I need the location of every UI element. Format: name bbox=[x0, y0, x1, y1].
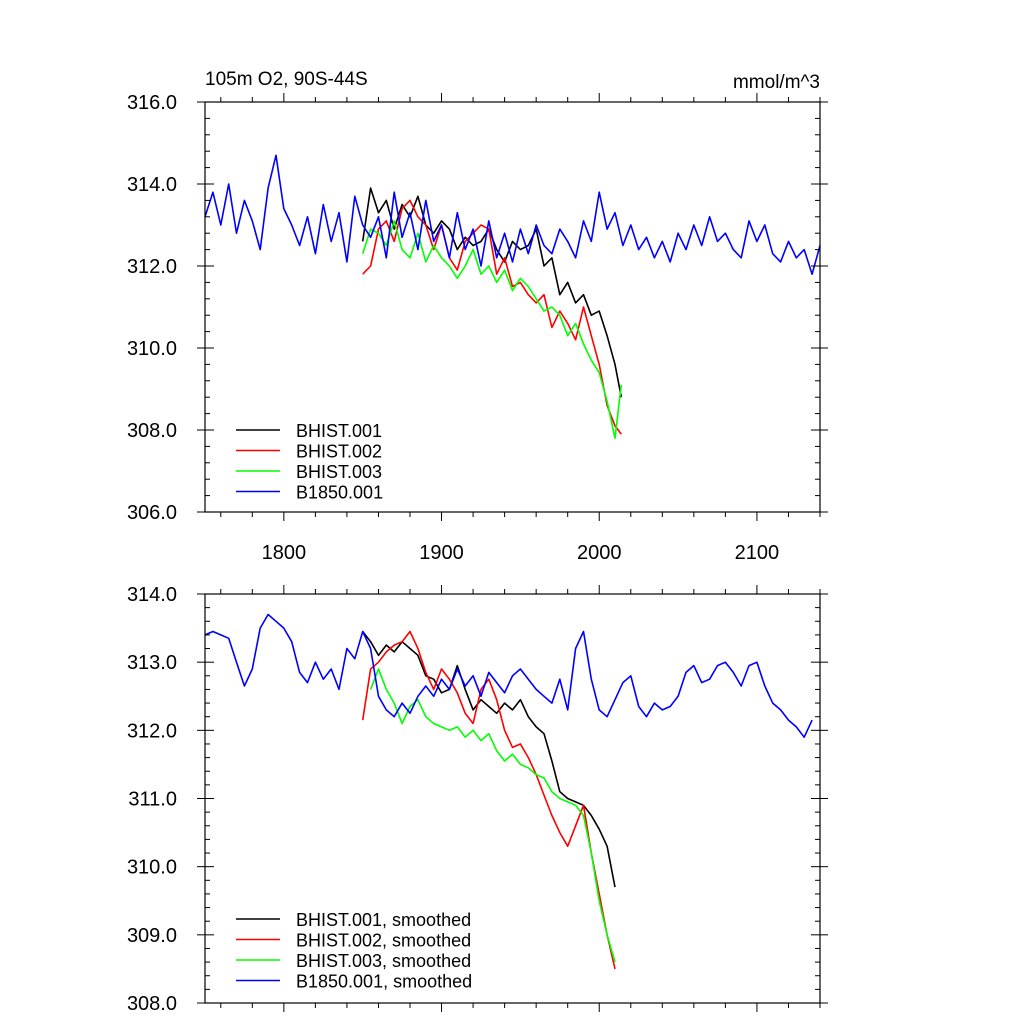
top-legend-label: BHIST.002 bbox=[296, 442, 382, 462]
bottom-panel: 308.0 309.0 310.0 311.0 312.0 313.0 314.0 BHIS… bbox=[127, 584, 828, 1015]
bottom-y-tick-label: 310.0 bbox=[127, 857, 177, 879]
bottom-legend-label: BHIST.003, smoothed bbox=[296, 951, 471, 971]
bottom-y-tick-label: 308.0 bbox=[127, 993, 177, 1015]
bottom-series-line-3 bbox=[369, 668, 616, 963]
top-panel-units: mmol/m^3 bbox=[733, 72, 820, 93]
top-series-line-2 bbox=[362, 199, 622, 435]
bottom-series-line-1 bbox=[362, 631, 616, 888]
top-y-axis: 306.0 308.0 310.0 312.0 314.0 316.0 bbox=[127, 92, 828, 524]
bottom-series-line-2 bbox=[361, 630, 616, 970]
bottom-y-tick-label: 311.0 bbox=[128, 789, 177, 811]
top-y-tick-label: 308.0 bbox=[127, 420, 177, 442]
top-y-tick-label: 310.0 bbox=[127, 338, 177, 360]
top-y-tick-label: 316.0 bbox=[127, 92, 177, 114]
top-legend-label: B1850.001 bbox=[296, 483, 383, 503]
bottom-legend-label: B1850.001, smoothed bbox=[296, 972, 472, 992]
top-panel-title: 105m O2, 90S-44S bbox=[205, 69, 368, 90]
top-y-tick-label: 306.0 bbox=[127, 502, 177, 524]
bottom-legend-label: BHIST.001, smoothed bbox=[296, 910, 471, 930]
top-legend-label: BHIST.003 bbox=[296, 462, 382, 482]
bottom-plot-area bbox=[204, 613, 813, 970]
top-series-line-3 bbox=[361, 220, 623, 440]
top-series-line-4 bbox=[204, 154, 821, 276]
top-x-axis: 1800 1900 2000 2100 bbox=[220, 93, 821, 564]
top-plot-frame bbox=[204, 101, 821, 513]
top-legend-label: BHIST.001 bbox=[296, 421, 382, 441]
bottom-legend-label: BHIST.002, smoothed bbox=[296, 931, 471, 951]
top-y-tick-label: 312.0 bbox=[127, 256, 177, 278]
bottom-series-line-4 bbox=[204, 613, 813, 739]
top-x-tick-label: 2000 bbox=[577, 542, 622, 564]
top-plot-area bbox=[204, 154, 821, 440]
bottom-x-axis bbox=[220, 585, 821, 1012]
top-x-tick-label: 1900 bbox=[419, 542, 464, 564]
top-x-tick-label: 1800 bbox=[262, 542, 307, 564]
bottom-y-tick-label: 309.0 bbox=[127, 925, 177, 947]
top-panel: 105m O2, 90S-44S mmol/m^3 306.0 308.0 310.… bbox=[127, 69, 828, 564]
bottom-y-tick-label: 312.0 bbox=[127, 720, 177, 742]
top-y-tick-label: 314.0 bbox=[127, 174, 177, 196]
bottom-y-tick-label: 314.0 bbox=[127, 584, 177, 606]
bottom-y-tick-label: 313.0 bbox=[127, 652, 177, 674]
top-x-tick-label: 2100 bbox=[735, 542, 780, 564]
bottom-y-axis: 308.0 309.0 310.0 311.0 312.0 313.0 314.0 bbox=[127, 584, 828, 1015]
